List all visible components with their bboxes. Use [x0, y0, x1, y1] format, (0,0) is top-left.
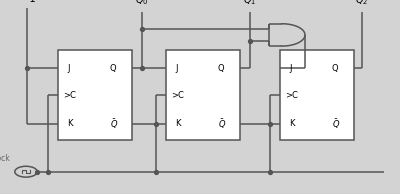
- FancyBboxPatch shape: [280, 50, 354, 140]
- Text: K: K: [68, 119, 73, 128]
- Text: >C: >C: [285, 91, 298, 100]
- Text: $\bar{Q}$: $\bar{Q}$: [110, 117, 118, 131]
- Text: >C: >C: [171, 91, 184, 100]
- FancyBboxPatch shape: [166, 50, 240, 140]
- Text: Q: Q: [110, 64, 116, 73]
- Text: $Q_0$: $Q_0$: [135, 0, 149, 7]
- Text: $Q_1$: $Q_1$: [243, 0, 257, 7]
- Text: '1': '1': [27, 0, 38, 4]
- Text: K: K: [176, 119, 181, 128]
- Text: $\bar{Q}$: $\bar{Q}$: [332, 117, 340, 131]
- Text: K: K: [290, 119, 295, 128]
- FancyBboxPatch shape: [58, 50, 132, 140]
- Text: J: J: [176, 64, 178, 73]
- Text: >C: >C: [63, 91, 76, 100]
- Text: J: J: [290, 64, 292, 73]
- Text: J: J: [68, 64, 70, 73]
- Text: $\bar{Q}$: $\bar{Q}$: [218, 117, 226, 131]
- Text: $Q_2$: $Q_2$: [355, 0, 369, 7]
- Text: Q: Q: [218, 64, 224, 73]
- Text: Clock: Clock: [0, 154, 11, 163]
- Text: Q: Q: [332, 64, 338, 73]
